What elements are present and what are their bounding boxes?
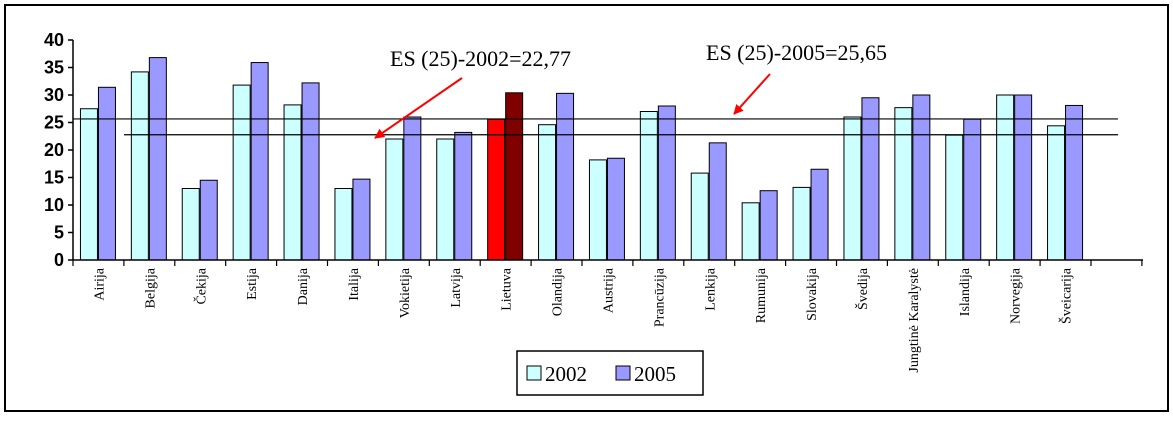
bar-2002 [996, 94, 1015, 261]
x-tick-label: Jungtinė Karalystė [907, 268, 922, 373]
bar-2005 [810, 168, 829, 261]
y-tick-label: 20 [44, 140, 64, 160]
y-tick-label: 30 [44, 85, 64, 105]
legend-label-2002: 2002 [545, 362, 587, 386]
x-tick-label: Prancūzija [652, 267, 667, 327]
legend: 2002 2005 [516, 350, 704, 396]
bar-2005 [1065, 104, 1084, 261]
y-axis: 0 5 10 15 20 25 30 35 40 [44, 30, 74, 270]
legend-box [516, 350, 704, 396]
legend-swatch-2002 [526, 365, 542, 381]
y-tick-label: 40 [44, 30, 64, 50]
legend-swatch-2005 [615, 365, 631, 381]
bar-2002 [487, 118, 506, 261]
y-tick-label: 10 [44, 195, 64, 215]
annotation-2002-label: ES (25)-2002=22,77 [390, 46, 571, 71]
bar-2002 [894, 107, 913, 261]
bar-2002 [843, 116, 862, 261]
y-tick-label: 25 [44, 113, 64, 133]
x-tick-label: Belgija [143, 267, 158, 308]
bar-2002 [79, 108, 98, 261]
bar-2002 [588, 159, 607, 261]
x-tick-label: Airija [92, 267, 107, 300]
x-tick-label: Slovakija [805, 267, 820, 321]
chart-border [4, 4, 1169, 412]
bar-2002 [538, 124, 557, 261]
x-axis [72, 259, 1143, 266]
bar-2005 [708, 142, 727, 261]
y-tick-label: 35 [44, 58, 64, 78]
x-tick-label: Latvija [449, 267, 464, 307]
reference-lines [73, 118, 1118, 136]
x-tick-label: Austrija [601, 267, 616, 313]
bar-2005 [199, 179, 218, 261]
x-tick-label: Rumunija [754, 267, 769, 323]
bar-2002 [385, 138, 404, 261]
bar-2002 [945, 134, 964, 261]
x-tick-label: Danija [296, 267, 311, 305]
bar-2002 [283, 104, 302, 261]
bar-2005 [657, 105, 676, 261]
bar-2002 [334, 188, 353, 261]
bars [79, 57, 1084, 261]
x-tick-labels: Airija Belgija Čekija Estija Danija Italija Vo… [92, 267, 1074, 372]
x-tick-label: Lietuva [500, 267, 515, 311]
x-tick-label: Lenkija [703, 267, 718, 311]
bar-2002 [1047, 125, 1066, 261]
x-tick-label: Vokietija [398, 267, 413, 318]
annotation-2005-arrow [733, 73, 771, 115]
annotation-2002-arrow [374, 77, 463, 139]
x-tick-label: Švedija [854, 267, 871, 310]
x-tick-label: Šveicarija [1058, 267, 1075, 324]
annotation-2005-label: ES (25)-2005=25,65 [706, 40, 887, 65]
annotations: ES (25)-2002=22,77 ES (25)-2005=25,65 [374, 40, 887, 139]
bar-2005 [403, 116, 422, 261]
bar-2002 [792, 186, 811, 261]
bar-2005 [963, 118, 982, 261]
bar-2005 [912, 94, 931, 261]
bar-2005 [454, 131, 473, 261]
bar-2005 [1014, 94, 1033, 261]
y-tick-label: 15 [44, 168, 64, 188]
bar-2005 [606, 157, 625, 261]
x-tick-label: Italija [347, 267, 362, 300]
bar-2005 [148, 57, 167, 261]
x-tick-label: Islandija [958, 267, 973, 316]
bar-2002 [181, 188, 200, 261]
bar-2002 [741, 202, 760, 261]
y-tick-label: 0 [54, 250, 64, 270]
bar-2002 [232, 84, 251, 261]
bar-2005 [301, 82, 320, 261]
bar-2002 [130, 71, 149, 261]
x-tick-label: Čekija [192, 267, 209, 304]
bar-2005 [505, 92, 524, 261]
bar-2002 [690, 172, 709, 261]
bar-2002 [639, 111, 658, 261]
x-tick-label: Estija [245, 267, 260, 300]
y-tick-label: 5 [54, 223, 64, 243]
bar-2005 [861, 97, 880, 261]
bar-2005 [97, 86, 116, 261]
x-tick-label: Norvegija [1009, 267, 1024, 324]
bar-2005 [352, 178, 371, 261]
bar-2002 [436, 138, 455, 261]
bar-2005 [250, 62, 269, 261]
x-tick-label: Olandija [551, 267, 566, 316]
legend-label-2005: 2005 [634, 362, 676, 386]
bar-2005 [759, 190, 778, 261]
